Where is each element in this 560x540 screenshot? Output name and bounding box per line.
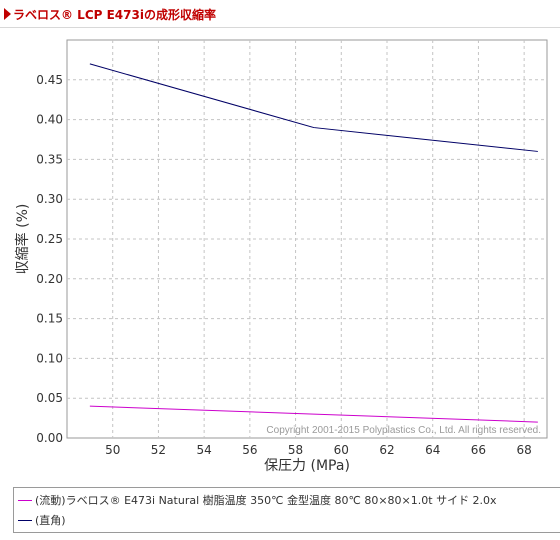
y-tick-label: 0.15 — [36, 312, 63, 326]
y-tick-label: 0.40 — [36, 113, 63, 127]
x-tick-label: 62 — [379, 443, 394, 457]
x-tick-label: 68 — [517, 443, 532, 457]
header-divider — [0, 27, 560, 28]
x-tick-label: 56 — [242, 443, 257, 457]
x-axis-ticks: 50 52 54 56 58 60 62 64 66 68 — [105, 443, 532, 457]
page-title: ラベロス® LCP E473iの成形収縮率 — [13, 8, 216, 22]
y-tick-label: 0.00 — [36, 431, 63, 445]
legend-label-series-2: (直角) — [35, 514, 66, 527]
x-tick-label: 50 — [105, 443, 120, 457]
y-tick-label: 0.35 — [36, 152, 63, 166]
x-tick-label: 54 — [197, 443, 212, 457]
legend-label-series-1: (流動)ラベロス® E473i Natural 樹脂温度 350℃ 金型温度 8… — [35, 494, 497, 507]
y-axis-ticks: 0.00 0.05 0.10 0.15 0.20 0.25 0.30 0.35 0.40 0.45 — [36, 73, 63, 445]
x-tick-label: 58 — [288, 443, 303, 457]
x-tick-label: 64 — [425, 443, 440, 457]
legend-item-series-2: (直角) — [18, 511, 66, 529]
legend-swatch-series-1 — [18, 499, 32, 501]
y-tick-label: 0.25 — [36, 232, 63, 246]
y-tick-label: 0.30 — [36, 192, 63, 206]
y-tick-label: 0.10 — [36, 351, 63, 365]
legend: (流動)ラベロス® E473i Natural 樹脂温度 350℃ 金型温度 8… — [13, 487, 560, 533]
y-tick-label: 0.05 — [36, 391, 63, 405]
y-axis-label: 収縮率 (%) — [14, 204, 31, 275]
legend-item-series-1: (流動)ラベロス® E473i Natural 樹脂温度 350℃ 金型温度 8… — [18, 491, 497, 509]
series-line-2 — [89, 63, 538, 152]
series-line-1 — [89, 405, 538, 423]
x-tick-label: 66 — [471, 443, 486, 457]
y-tick-label: 0.45 — [36, 73, 63, 87]
x-tick-label: 60 — [334, 443, 349, 457]
page-header: ラベロス® LCP E473iの成形収縮率 — [0, 0, 560, 30]
y-tick-label: 0.20 — [36, 272, 63, 286]
x-axis-label: 保圧力 (MPa) — [264, 458, 350, 474]
copyright-watermark: Copyright 2001-2015 Polyplastics Co., Lt… — [266, 425, 541, 436]
series-lines — [89, 63, 538, 423]
header-arrow-icon — [4, 8, 11, 20]
grid — [67, 40, 547, 438]
legend-swatch-series-2 — [18, 519, 32, 521]
x-tick-label: 52 — [151, 443, 166, 457]
